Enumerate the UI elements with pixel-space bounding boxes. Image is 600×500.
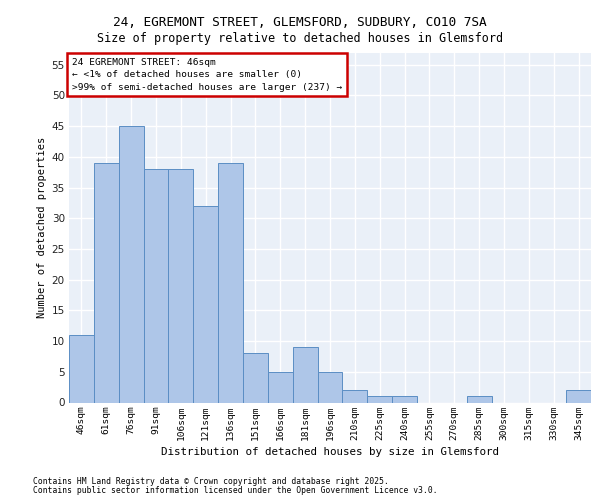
Bar [193, 206, 218, 402]
Bar [566, 390, 591, 402]
Bar [268, 372, 293, 402]
Text: 24 EGREMONT STREET: 46sqm
← <1% of detached houses are smaller (0)
>99% of semi-: 24 EGREMONT STREET: 46sqm ← <1% of detac… [71, 58, 342, 92]
Text: 24, EGREMONT STREET, GLEMSFORD, SUDBURY, CO10 7SA: 24, EGREMONT STREET, GLEMSFORD, SUDBURY,… [113, 16, 487, 29]
Bar [94, 163, 119, 402]
Bar [69, 335, 94, 402]
Bar [143, 169, 169, 402]
Text: Size of property relative to detached houses in Glemsford: Size of property relative to detached ho… [97, 32, 503, 45]
Bar [343, 390, 367, 402]
Bar [392, 396, 417, 402]
Bar [317, 372, 343, 402]
Bar [467, 396, 491, 402]
Bar [169, 169, 193, 402]
Y-axis label: Number of detached properties: Number of detached properties [37, 137, 47, 318]
X-axis label: Distribution of detached houses by size in Glemsford: Distribution of detached houses by size … [161, 446, 499, 456]
Text: Contains public sector information licensed under the Open Government Licence v3: Contains public sector information licen… [33, 486, 437, 495]
Bar [243, 354, 268, 403]
Text: Contains HM Land Registry data © Crown copyright and database right 2025.: Contains HM Land Registry data © Crown c… [33, 477, 389, 486]
Bar [218, 163, 243, 402]
Bar [119, 126, 143, 402]
Bar [293, 347, 317, 403]
Bar [367, 396, 392, 402]
